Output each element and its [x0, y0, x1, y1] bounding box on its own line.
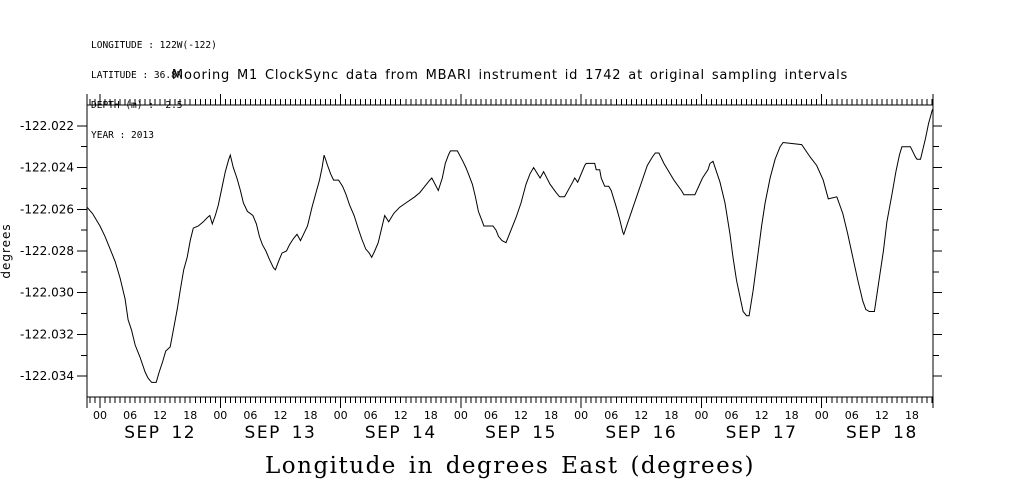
x-hour-label: 06 — [604, 409, 618, 422]
x-hour-label: 12 — [755, 409, 769, 422]
x-hour-label: 12 — [394, 409, 408, 422]
x-hour-label: 00 — [454, 409, 468, 422]
y-axis-title: degrees — [0, 223, 13, 278]
x-hour-label: 00 — [213, 409, 227, 422]
x-hour-label: 18 — [424, 409, 438, 422]
x-hour-label: 18 — [183, 409, 197, 422]
y-tick-label: -122.026 — [20, 202, 74, 216]
meta-latitude: LATITUDE : 36.8N — [91, 70, 183, 81]
x-hour-label: 18 — [304, 409, 318, 422]
x-hour-label: 06 — [364, 409, 378, 422]
y-tick-label: -122.022 — [20, 119, 74, 133]
y-tick-label: -122.024 — [20, 161, 74, 175]
x-hour-label: 00 — [815, 409, 829, 422]
plot-frame — [86, 104, 934, 398]
x-hour-label: 06 — [123, 409, 137, 422]
x-hour-label: 00 — [93, 409, 107, 422]
x-day-label: SEP 16 — [605, 423, 677, 443]
x-hour-label: 06 — [243, 409, 257, 422]
y-tick-label: -122.032 — [20, 327, 74, 341]
x-hour-label: 18 — [785, 409, 799, 422]
x-hour-label: 18 — [664, 409, 678, 422]
meta-year: YEAR : 2013 — [91, 130, 154, 141]
x-hour-label: 00 — [334, 409, 348, 422]
x-hour-label: 18 — [544, 409, 558, 422]
x-day-label: SEP 14 — [365, 423, 437, 443]
x-hour-label: 06 — [484, 409, 498, 422]
x-hour-label: 06 — [725, 409, 739, 422]
x-hour-label: 00 — [694, 409, 708, 422]
x-day-label: SEP 18 — [846, 423, 918, 443]
x-hour-label: 06 — [845, 409, 859, 422]
x-hour-label: 12 — [875, 409, 889, 422]
y-tick-label: -122.030 — [20, 286, 74, 300]
x-day-label: SEP 15 — [485, 423, 557, 443]
x-hour-label: 00 — [574, 409, 588, 422]
meta-longitude: LONGITUDE : 122W(-122) — [91, 40, 217, 51]
x-hour-label: 18 — [905, 409, 919, 422]
x-day-label: SEP 12 — [124, 423, 196, 443]
x-day-label: SEP 17 — [726, 423, 798, 443]
chart-title: Mooring M1 ClockSync data from MBARI ins… — [171, 68, 849, 83]
x-day-label: SEP 13 — [245, 423, 317, 443]
x-hour-label: 12 — [634, 409, 648, 422]
y-tick-label: -122.028 — [20, 244, 74, 258]
x-hour-label: 12 — [153, 409, 167, 422]
data-line — [86, 109, 933, 383]
x-hour-label: 12 — [273, 409, 287, 422]
x-axis-title: Longitude in degrees East (degrees) — [265, 453, 755, 479]
y-tick-label: -122.034 — [20, 369, 74, 383]
x-hour-label: 12 — [514, 409, 528, 422]
